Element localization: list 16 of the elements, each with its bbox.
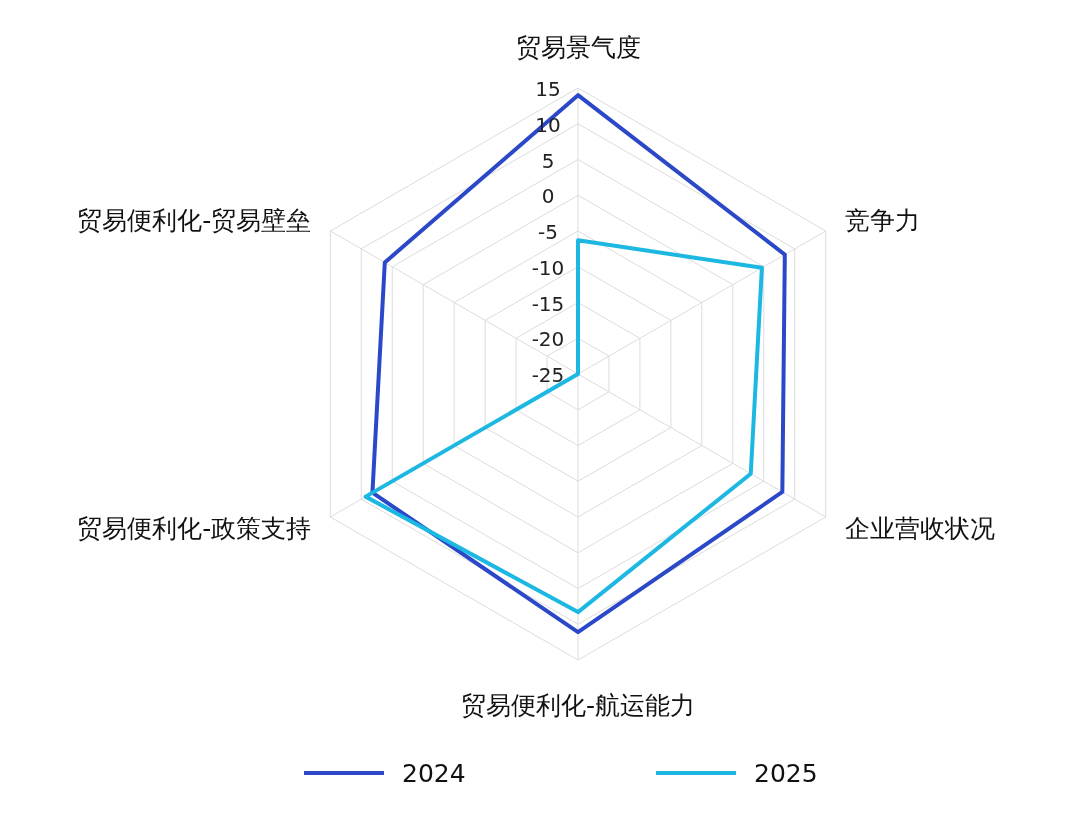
spoke-label: 贸易景气度 [515, 33, 641, 62]
y-tick-label: 15 [535, 77, 561, 101]
spoke-label: 贸易便利化-贸易壁垒 [77, 206, 312, 235]
y-tick-label: -25 [531, 363, 565, 387]
y-tick-label: 0 [541, 184, 555, 209]
spoke-label: 贸易便利化-政策支持 [77, 514, 312, 543]
y-tick-label: -15 [531, 291, 565, 316]
legend-label: 2025 [754, 759, 818, 788]
spoke-label: 竞争力 [844, 206, 920, 235]
y-tick-label: 5 [541, 148, 555, 173]
legend-label: 2024 [402, 759, 466, 788]
y-tick-label: -5 [538, 220, 558, 244]
y-tick-label: -10 [531, 255, 565, 280]
spoke-label: 企业营收状况 [844, 514, 995, 543]
spoke-label: 贸易便利化-航运能力 [460, 691, 696, 720]
y-tick-label: -20 [531, 327, 565, 352]
